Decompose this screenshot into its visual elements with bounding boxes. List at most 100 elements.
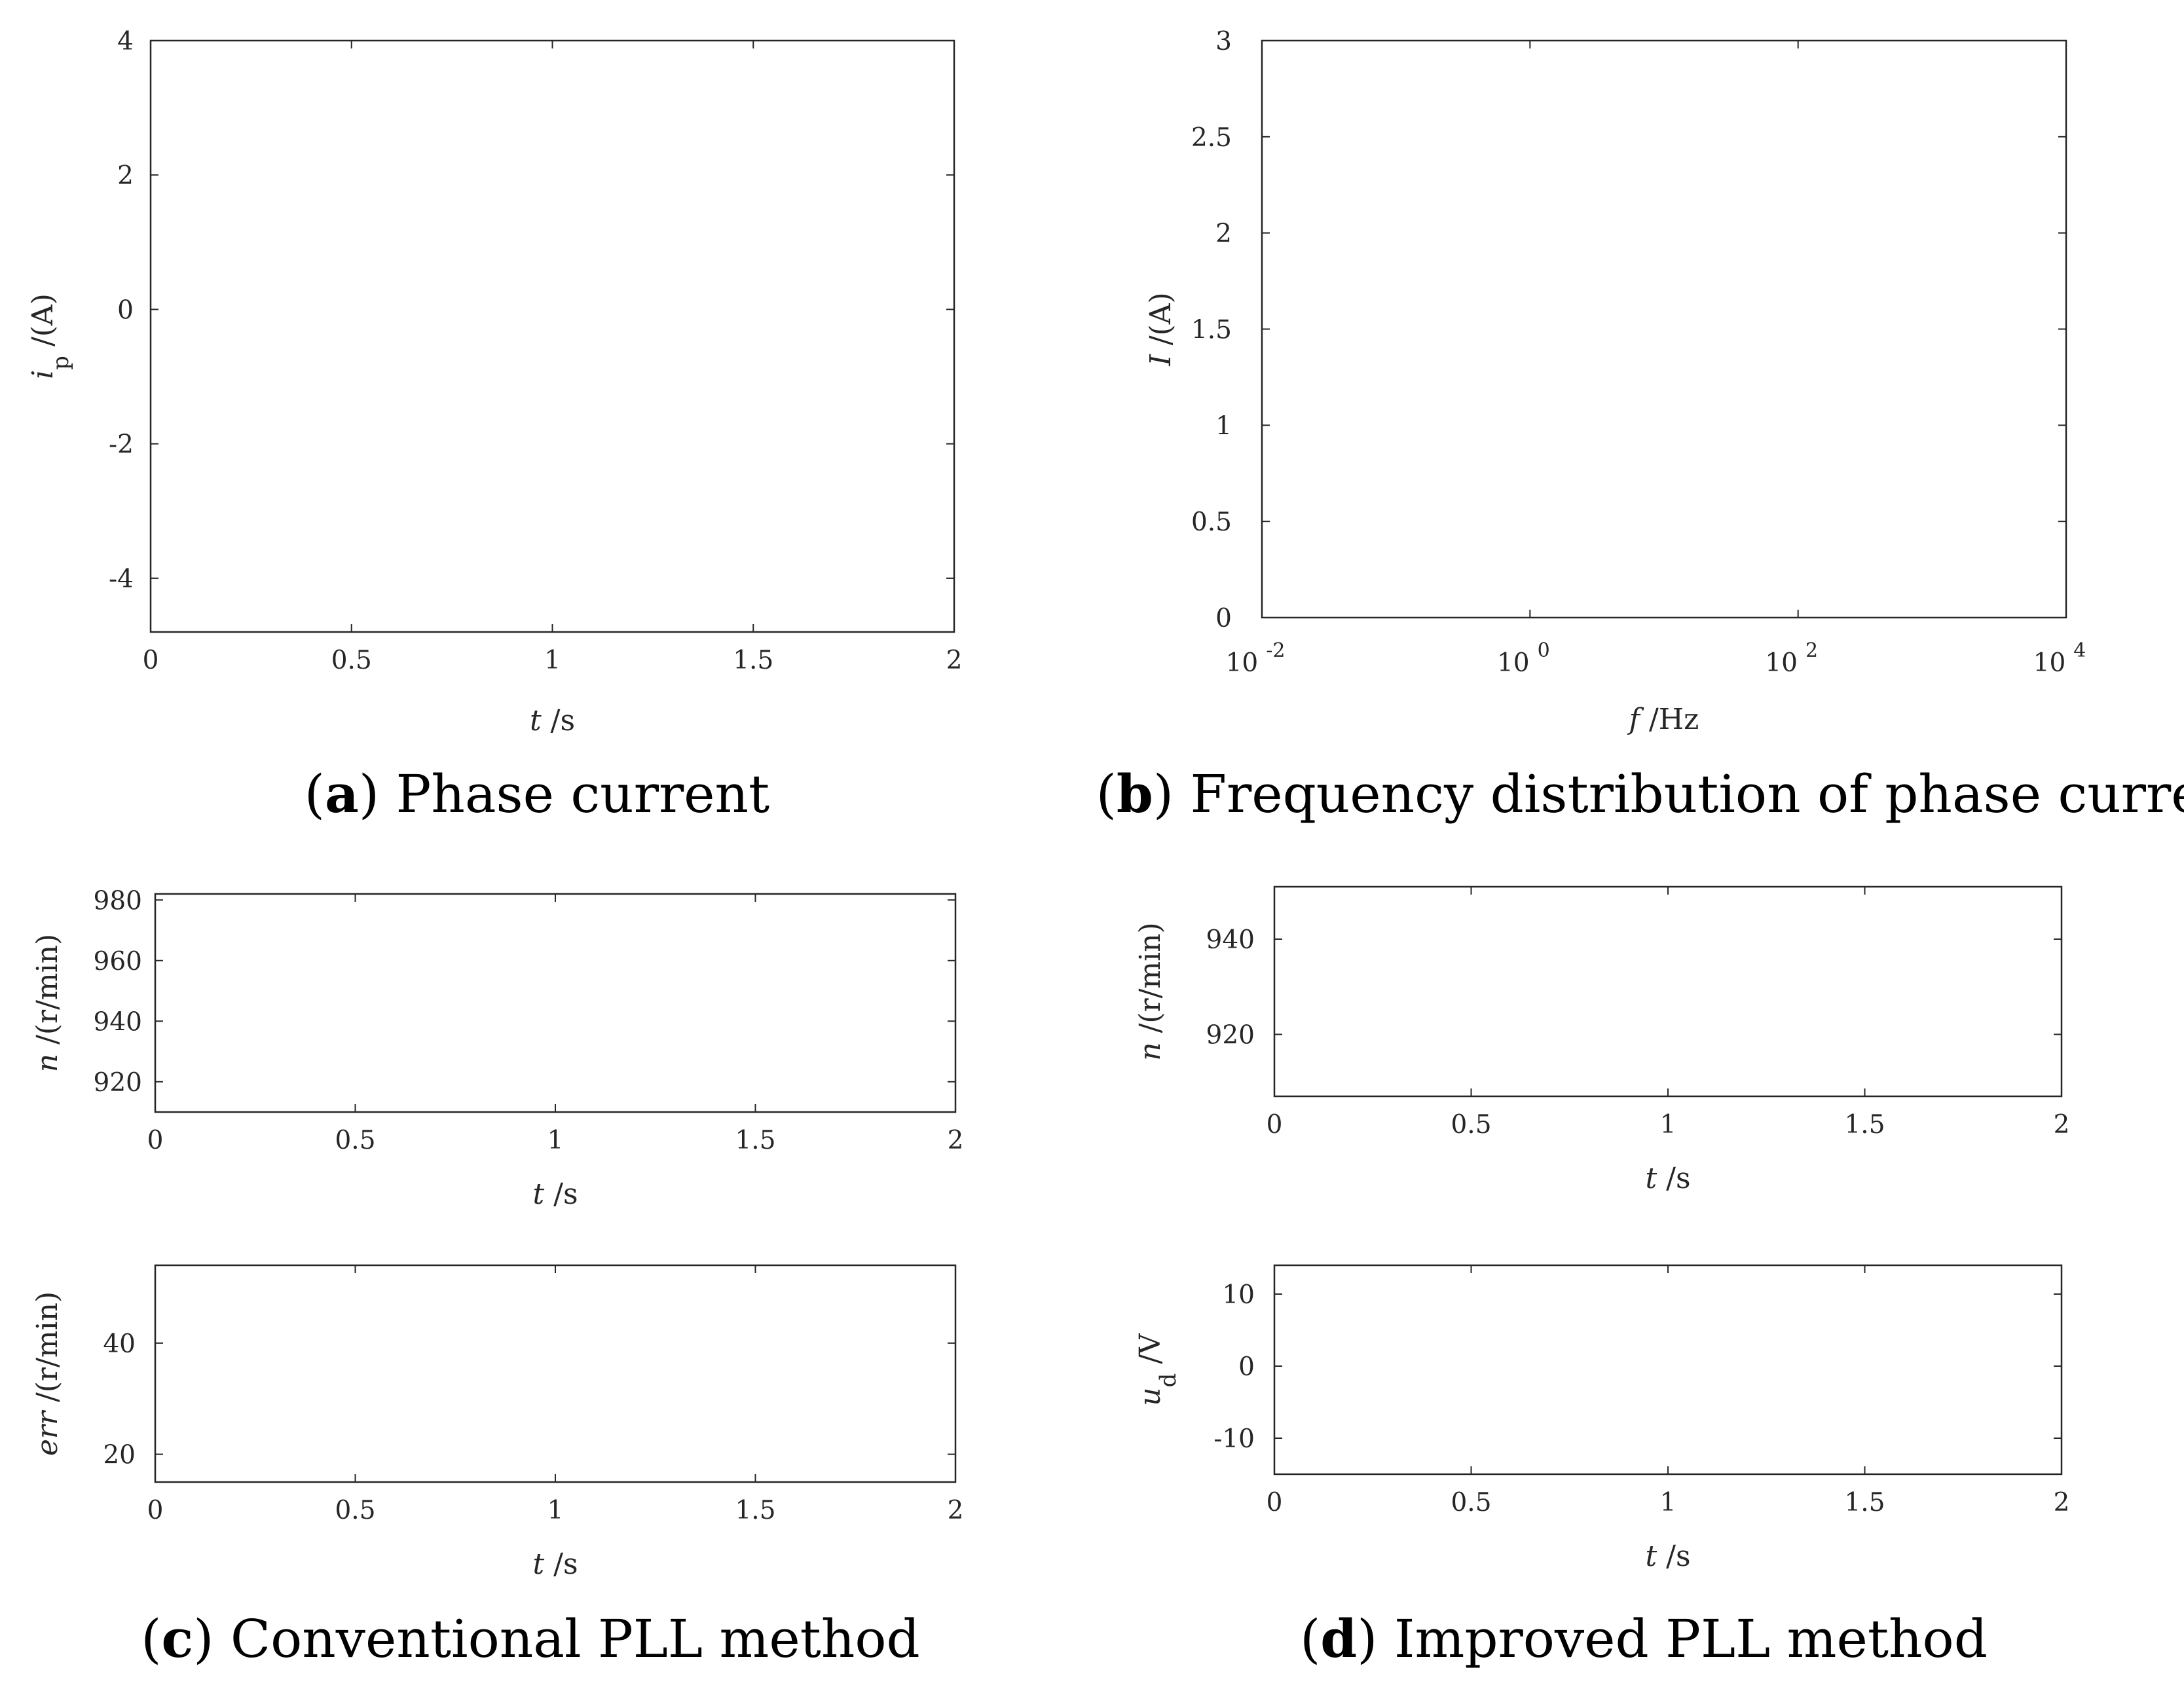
x-tick-label: 0.5 (1451, 1110, 1491, 1140)
panel-b: 10 -2 10 0 10 2 10 4 3 2.5 2 1.5 1 0.5 0 f /Hz I /(A) (1144, 27, 2086, 736)
y-axis-unit: /(r/min) (1134, 922, 1167, 1042)
x-axis-label: f /Hz (1627, 703, 1699, 736)
y-axis-variable: u (1134, 1388, 1167, 1406)
y-axis-subscript: p (48, 356, 74, 370)
x-axis-unit: /s (1657, 1540, 1690, 1573)
x-axis-label: t /s (1645, 1162, 1690, 1195)
y-tick-label: 1.5 (1191, 316, 1232, 345)
panel-c2: 0 0.5 1 1.5 2 40 20 t /s err /(r/min) (31, 1264, 964, 1581)
x-tick-label: 0.5 (335, 1496, 375, 1525)
panel-a: 0 0.5 1 1.5 2 4 2 0 -2 -4 t /s ip /(A) (26, 27, 962, 737)
caption-d: (d) Improved PLL method (1300, 1608, 1988, 1669)
caption-b-letter: b (1117, 763, 1153, 825)
y-tick-label: 0 (117, 295, 134, 325)
y-tick-label: 920 (1206, 1020, 1255, 1050)
caption-c-paren: ) (193, 1608, 213, 1669)
axes-frame (1261, 39, 2067, 619)
x-tick-exponent: 2 (1805, 639, 1818, 662)
x-tick-label: 0 (147, 1126, 164, 1155)
x-axis-label: t /s (532, 1178, 578, 1211)
caption-b-paren: ) (1153, 764, 1174, 825)
x-tick-base: 10 (1765, 648, 1798, 678)
x-tick-label: 1.5 (733, 646, 773, 675)
x-tick-base: 10 (1226, 648, 1259, 678)
x-tick-label: 2 (2054, 1110, 2070, 1140)
y-axis-label: n /(r/min) (31, 934, 64, 1072)
y-tick-label: 980 (94, 886, 142, 916)
y-tick-label: 20 (103, 1441, 136, 1470)
x-tick-label: 2 (2054, 1488, 2070, 1517)
x-tick-label: 1 (1660, 1488, 1676, 1517)
x-axis-variable: t (1645, 1540, 1657, 1573)
y-axis-variable: I (1144, 354, 1177, 367)
y-tick-label: -4 (109, 565, 134, 594)
y-axis-subscript: d (1155, 1373, 1181, 1388)
y-axis-variable: i (26, 370, 60, 379)
axes-frame (154, 893, 957, 1113)
y-tick-label: 920 (94, 1068, 142, 1098)
y-tick-label: 10 (1222, 1280, 1255, 1310)
caption-a: (a) Phase current (305, 763, 769, 825)
x-tick-label: 1.5 (735, 1496, 775, 1525)
x-axis-label: t /s (1645, 1540, 1690, 1573)
x-tick-label: 0 (143, 646, 159, 675)
x-tick-label: 1.5 (1844, 1110, 1885, 1140)
x-axis-variable: t (532, 1178, 544, 1211)
y-axis-variable: n (1134, 1042, 1167, 1060)
y-axis-label: I /(A) (1144, 292, 1177, 366)
caption-a-body: Phase current (379, 764, 769, 825)
panel-d1: 0 0.5 1 1.5 2 940 920 t /s n /(r/min) (1134, 885, 2070, 1195)
axes-frame (1273, 885, 2063, 1098)
y-tick-label: -10 (1213, 1424, 1255, 1454)
y-tick-label: 40 (103, 1329, 136, 1359)
caption-a-letter: a (325, 763, 359, 825)
x-tick-exponent: 0 (1538, 639, 1550, 662)
caption-c-body: Conventional PLL method (213, 1608, 919, 1669)
x-axis-variable: t (530, 704, 542, 737)
x-tick-label: 1 (1660, 1110, 1676, 1140)
y-tick-label: 1 (1215, 411, 1232, 441)
x-tick-label: 2 (946, 646, 963, 675)
x-tick-label: 0 (1267, 1488, 1283, 1517)
panel-d2: 0 0.5 1 1.5 2 10 0 -10 t /s ud /V (1134, 1264, 2070, 1573)
y-tick-label: 3 (1215, 27, 1232, 56)
y-axis-unit: /(r/min) (31, 934, 64, 1054)
x-tick-label: 0.5 (1451, 1488, 1491, 1517)
x-tick-label: 1.5 (735, 1126, 775, 1155)
y-axis-label: err /(r/min) (31, 1291, 64, 1456)
x-tick-label: 10 4 (2033, 639, 2086, 678)
y-axis-label: ud /V (1134, 1333, 1181, 1406)
x-tick-label: 1 (544, 646, 561, 675)
x-axis-unit: /Hz (1640, 703, 1699, 736)
caption-a-text: ) (359, 764, 379, 825)
y-axis-variable: err (31, 1409, 64, 1456)
caption-d-letter: d (1320, 1608, 1357, 1669)
x-axis-variable: t (1645, 1162, 1657, 1195)
y-axis-label: ip /(A) (26, 293, 74, 379)
y-tick-label: 940 (94, 1007, 142, 1037)
y-tick-label: -2 (109, 430, 134, 460)
x-tick-label: 0 (147, 1496, 164, 1525)
panel-c1: 0 0.5 1 1.5 2 980 960 940 920 t /s n /(r/min) (31, 886, 963, 1211)
x-tick-label: 2 (948, 1496, 964, 1525)
x-tick-label: 1 (547, 1496, 564, 1525)
caption-b-body: Frequency distribution of phase current (1174, 764, 2184, 825)
caption-c-letter: c (162, 1608, 194, 1669)
y-axis-label: n /(r/min) (1134, 922, 1167, 1060)
x-tick-label: 10 2 (1765, 639, 1818, 678)
caption-d-paren: ) (1357, 1608, 1377, 1669)
y-tick-label: 4 (117, 27, 134, 56)
x-tick-exponent: 4 (2073, 639, 2086, 662)
y-tick-label: 2 (1215, 219, 1232, 249)
y-tick-label: 0.5 (1191, 508, 1232, 537)
y-axis-unit: /(A) (26, 293, 60, 356)
x-tick-label: 1 (547, 1126, 564, 1155)
y-axis-variable: n (31, 1054, 64, 1072)
x-axis-label: t /s (532, 1548, 578, 1581)
x-axis-label: t /s (530, 704, 575, 737)
x-tick-exponent: -2 (1266, 639, 1285, 662)
x-tick-label: 10 0 (1497, 639, 1550, 678)
y-tick-label: 2.5 (1191, 123, 1232, 153)
x-tick-label: 2 (948, 1126, 964, 1155)
